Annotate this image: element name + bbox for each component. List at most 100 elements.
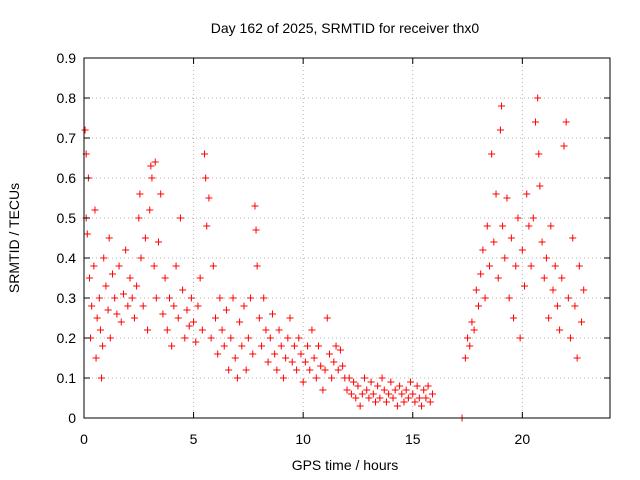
axis-ticks [83, 57, 610, 419]
data-point [382, 398, 390, 406]
data-point [207, 334, 215, 342]
data-point [361, 374, 369, 382]
data-point [253, 262, 261, 270]
data-point [556, 326, 564, 334]
data-point [83, 230, 91, 238]
data-point [398, 390, 406, 398]
data-point [521, 282, 529, 290]
data-point [560, 142, 568, 150]
data-point [124, 302, 132, 310]
data-point [286, 314, 294, 322]
data-point [551, 262, 559, 270]
data-point [496, 126, 504, 134]
data-point [464, 334, 472, 342]
data-point [252, 226, 260, 234]
data-point [104, 306, 112, 314]
data-point [343, 386, 351, 394]
data-point [466, 342, 474, 350]
data-point [304, 342, 312, 350]
data-point [222, 306, 230, 314]
data-point [299, 378, 307, 386]
data-point [218, 326, 226, 334]
data-point [470, 326, 478, 334]
data-point [192, 338, 200, 346]
data-point [148, 174, 156, 182]
data-point [229, 294, 237, 302]
data-point [387, 378, 395, 386]
data-point [233, 374, 241, 382]
data-point [106, 334, 114, 342]
data-point [155, 238, 163, 246]
data-point [413, 382, 421, 390]
data-point [328, 374, 336, 382]
data-point [117, 318, 125, 326]
x-tick-label: 10 [295, 431, 311, 447]
data-point [108, 270, 116, 278]
data-point [293, 366, 301, 374]
data-point [483, 222, 491, 230]
data-point [98, 374, 106, 382]
data-point [168, 342, 176, 350]
data-point [306, 366, 314, 374]
data-point [198, 326, 206, 334]
data-point [514, 214, 522, 222]
data-point [356, 402, 364, 410]
data-point [81, 126, 89, 134]
data-point [176, 214, 184, 222]
data-point [334, 366, 342, 374]
data-point [553, 302, 561, 310]
data-point [119, 290, 127, 298]
data-point [358, 390, 366, 398]
data-point [279, 374, 287, 382]
data-point [571, 302, 579, 310]
data-point [139, 302, 147, 310]
data-point [99, 342, 107, 350]
data-point [282, 354, 290, 362]
data-point [255, 314, 263, 322]
data-point [122, 246, 130, 254]
data-point [332, 342, 340, 350]
data-point [277, 342, 285, 350]
data-point [352, 394, 360, 402]
data-point [260, 294, 268, 302]
data-point [151, 158, 159, 166]
data-point [308, 326, 316, 334]
data-point [336, 346, 344, 354]
data-point [231, 354, 239, 362]
data-point [411, 398, 419, 406]
data-point [137, 254, 145, 262]
data-point [475, 302, 482, 310]
data-point [321, 366, 329, 374]
data-point [369, 390, 377, 398]
data-point [505, 294, 513, 302]
data-point [275, 326, 283, 334]
data-point [538, 238, 546, 246]
data-point [88, 302, 96, 310]
data-point [501, 254, 509, 262]
data-point [428, 390, 436, 398]
data-point [244, 334, 252, 342]
data-point [312, 374, 320, 382]
data-point [288, 358, 296, 366]
data-point [102, 282, 110, 290]
data-point [330, 358, 338, 366]
data-point [225, 366, 233, 374]
data-point [404, 394, 412, 402]
data-point [317, 362, 325, 370]
data-point [163, 326, 171, 334]
x-tick-label: 0 [80, 431, 88, 447]
data-point [310, 354, 318, 362]
data-point [339, 362, 347, 370]
plot-frame [83, 57, 611, 419]
data-point [92, 354, 100, 362]
data-point [562, 118, 570, 126]
data-point [249, 350, 257, 358]
data-point [85, 274, 93, 282]
data-point [535, 150, 543, 158]
data-point [545, 314, 553, 322]
data-point [262, 326, 270, 334]
data-point [512, 262, 520, 270]
data-point [402, 386, 410, 394]
data-point [374, 382, 382, 390]
data-point [220, 342, 228, 350]
